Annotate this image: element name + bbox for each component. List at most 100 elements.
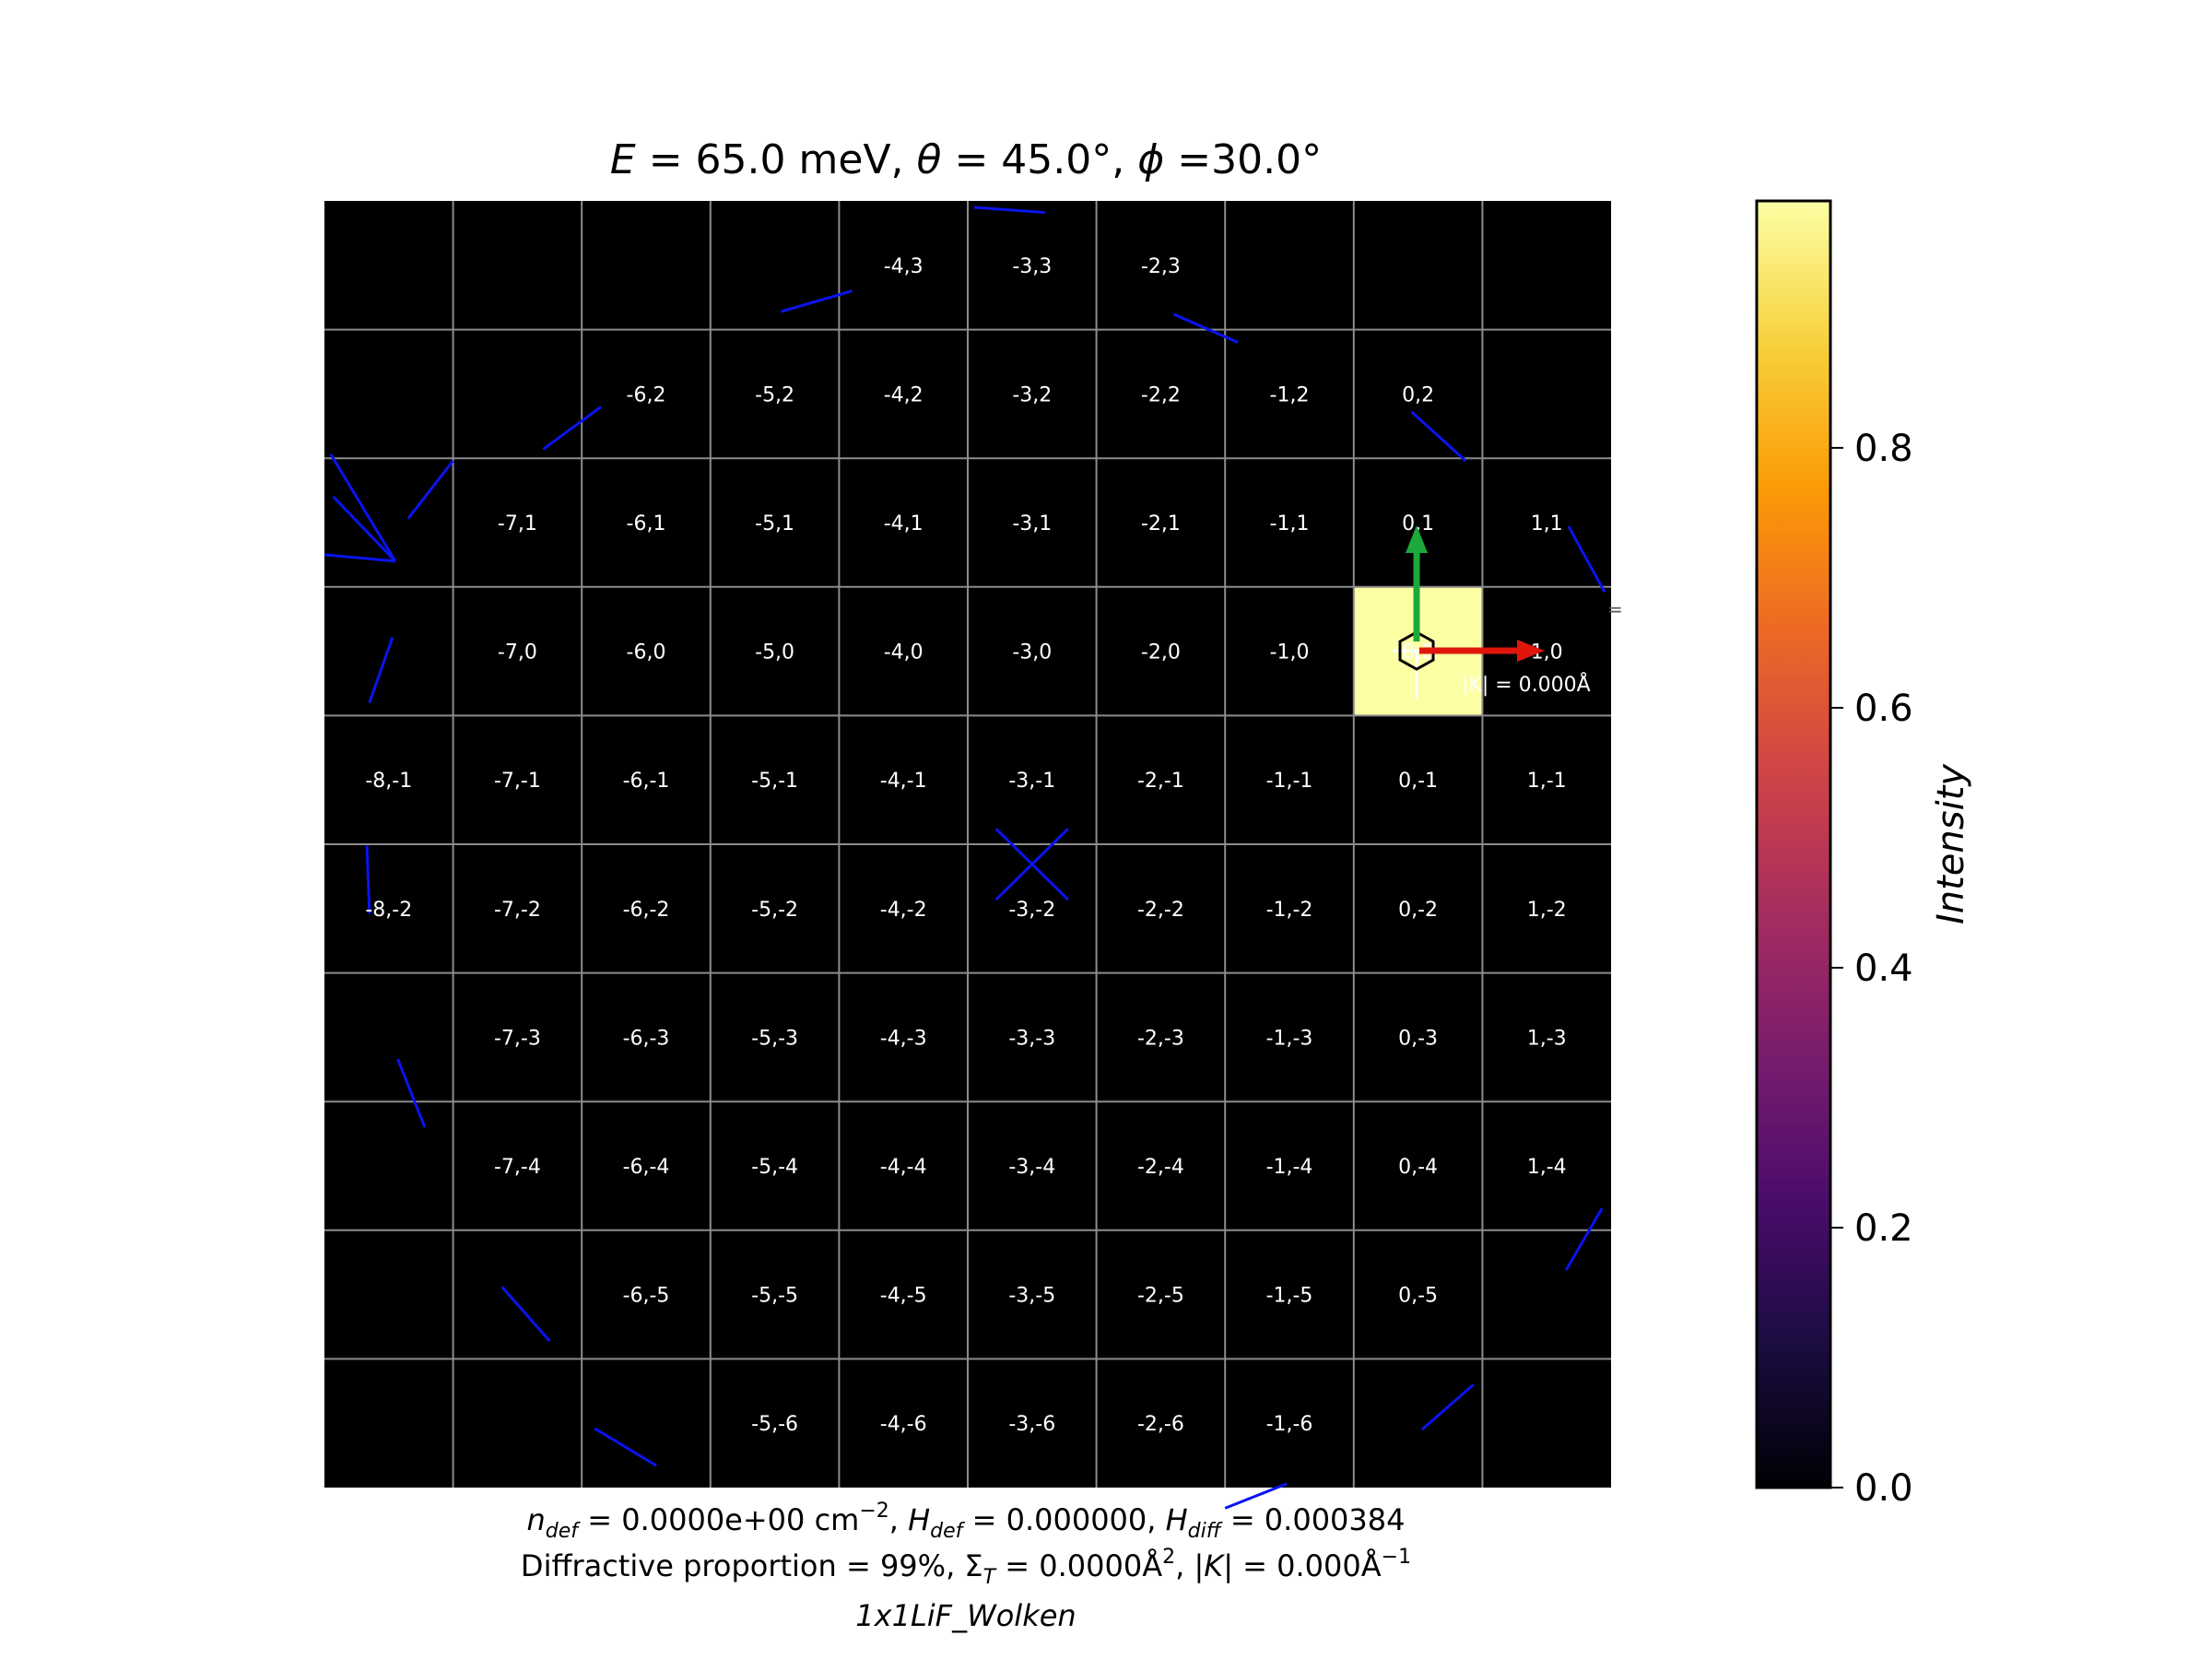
cell-label: -4,-2 <box>880 899 927 922</box>
cell-label: -3,1 <box>1012 512 1052 535</box>
cell-label: -5,1 <box>755 512 794 535</box>
ewald-segment <box>500 1286 551 1342</box>
cell-label: -1,0 <box>1270 641 1310 665</box>
cell-label: -8,-2 <box>365 899 412 922</box>
cell-label: -2,-3 <box>1137 1027 1184 1050</box>
cell-label: -6,-2 <box>623 899 670 922</box>
footer-line-1: ndef = 0.0000e+00 cm−2, Hdef = 0.000000,… <box>527 1500 1406 1543</box>
ewald-segment <box>406 460 454 520</box>
cell-label: -1,-2 <box>1266 899 1313 922</box>
colorbar-gradient <box>1755 199 1832 1489</box>
hexagon-icon <box>1398 630 1435 671</box>
cell-label: -4,-3 <box>880 1027 927 1050</box>
cell-label: -4,0 <box>884 641 924 665</box>
cell-label: -3,-2 <box>1008 899 1055 922</box>
cell-label: -5,2 <box>755 383 794 406</box>
colorbar-tick-label: 0.4 <box>1854 947 1913 990</box>
cell-label: 0,2 <box>1402 383 1434 406</box>
cell-label: -2,0 <box>1141 641 1181 665</box>
cell-label: -4,2 <box>884 383 924 406</box>
colorbar-ticks: 0.0 0.2 0.4 0.6 0.8 <box>1830 428 1913 1510</box>
cell-label: -4,-1 <box>880 770 927 793</box>
ewald-segment <box>542 406 603 451</box>
colorbar-tick-label: 0.6 <box>1854 688 1913 730</box>
cell-label: -1,1 <box>1270 512 1310 535</box>
cell-label: -2,-5 <box>1137 1285 1184 1308</box>
cell-label: 0,-2 <box>1398 899 1438 922</box>
k-vector-arrows <box>1406 525 1545 662</box>
cell-labels: -4,3 -3,3 -2,3 -6,2 -5,2 -4,2 -3,2 -2,2 -1,2 0,2 -… <box>365 255 1566 1436</box>
cell-label: -2,-4 <box>1137 1156 1184 1179</box>
colorbar: 0.0 0.2 0.4 0.6 0.8 Intensity <box>1755 199 1972 1510</box>
cell-label: -3,-1 <box>1008 770 1055 793</box>
cell-label: -1,-1 <box>1266 770 1313 793</box>
ewald-segment <box>1172 312 1239 344</box>
cell-label: -7,1 <box>498 512 537 535</box>
cell-label: -7,-4 <box>494 1156 541 1179</box>
grid-lines <box>324 201 1611 1488</box>
cell-label: -3,0 <box>1012 641 1052 665</box>
footer-line-2: Diffractive proportion = 99%, ΣT = 0.000… <box>521 1546 1411 1589</box>
cell-label: -2,-2 <box>1137 899 1184 922</box>
ewald-segment <box>994 828 1069 901</box>
cell-label: -3,3 <box>1012 255 1052 278</box>
cell-label: -5,-3 <box>751 1027 798 1050</box>
ewald-segment <box>368 636 394 703</box>
cell-label: 0,-4 <box>1398 1156 1438 1179</box>
cell-label: -7,0 <box>498 641 537 665</box>
colorbar-tick-label: 0.0 <box>1854 1467 1913 1510</box>
plot-area: -4,3 -3,3 -2,3 -6,2 -5,2 -4,2 -3,2 -2,2 -1,2 0,2 -… <box>324 201 1623 1510</box>
cell-label: 1,1 <box>1531 512 1563 535</box>
cell-label: -3,-4 <box>1008 1156 1055 1179</box>
ewald-segment <box>365 845 371 914</box>
cell-label: -5,-1 <box>751 770 798 793</box>
cell-label: -6,-3 <box>623 1027 670 1050</box>
cell-label: 0,-3 <box>1398 1027 1438 1050</box>
cell-label: -2,-6 <box>1137 1413 1184 1436</box>
ewald-segment <box>781 289 853 313</box>
cell-label: -7,-3 <box>494 1027 541 1050</box>
cell-label: -1,2 <box>1270 383 1310 406</box>
cell-label: -4,-5 <box>880 1285 927 1308</box>
chart-title: E = 65.0 meV, θ = 45.0°, ϕ =30.0° <box>610 136 1322 183</box>
colorbar-tick-label: 0.8 <box>1854 428 1913 470</box>
cell-label: -8,-1 <box>365 770 412 793</box>
cell-label: -1,-6 <box>1266 1413 1313 1436</box>
cell-label: -6,2 <box>627 383 666 406</box>
cell-label: -6,-1 <box>623 770 670 793</box>
cell-label: -7,-1 <box>494 770 541 793</box>
cell-label: -2,1 <box>1141 512 1181 535</box>
colorbar-tick-label: 0.2 <box>1854 1207 1913 1250</box>
colorbar-label: Intensity <box>1930 763 1972 924</box>
cell-label: -4,-4 <box>880 1156 927 1179</box>
cell-label: 1,-1 <box>1527 770 1567 793</box>
ewald-segment <box>973 206 1045 215</box>
cell-label: -2,-1 <box>1137 770 1184 793</box>
cell-label: -1,-3 <box>1266 1027 1313 1050</box>
ewald-segment <box>396 1058 427 1128</box>
cell-label: -3,-3 <box>1008 1027 1055 1050</box>
cell-label: -3,-5 <box>1008 1285 1055 1308</box>
ewald-segments <box>324 206 1606 1510</box>
cell-label: -6,-5 <box>623 1285 670 1308</box>
ewald-segment <box>1410 410 1467 463</box>
cell-label: -6,-4 <box>623 1156 670 1179</box>
ewald-segment <box>1420 1383 1475 1431</box>
cell-label: -5,-2 <box>751 899 798 922</box>
origin-k-label: |K| = 0.000Å <box>1462 672 1591 697</box>
cell-label: -5,-4 <box>751 1156 798 1179</box>
ewald-segment <box>594 1427 657 1467</box>
cell-label: -5,-6 <box>751 1413 798 1436</box>
ewald-segment <box>1224 1482 1288 1510</box>
cell-label: -7,-2 <box>494 899 541 922</box>
cell-label: -3,-6 <box>1008 1413 1055 1436</box>
cell-label: -2,3 <box>1141 255 1181 278</box>
cell-label: -1,-4 <box>1266 1156 1313 1179</box>
cell-label: 0,-1 <box>1398 770 1438 793</box>
cell-label: -4,1 <box>884 512 924 535</box>
ewald-segment <box>329 453 397 562</box>
ewald-segment <box>324 553 395 563</box>
cell-label: -5,0 <box>755 641 794 665</box>
edge-glyph: = <box>1607 598 1623 620</box>
